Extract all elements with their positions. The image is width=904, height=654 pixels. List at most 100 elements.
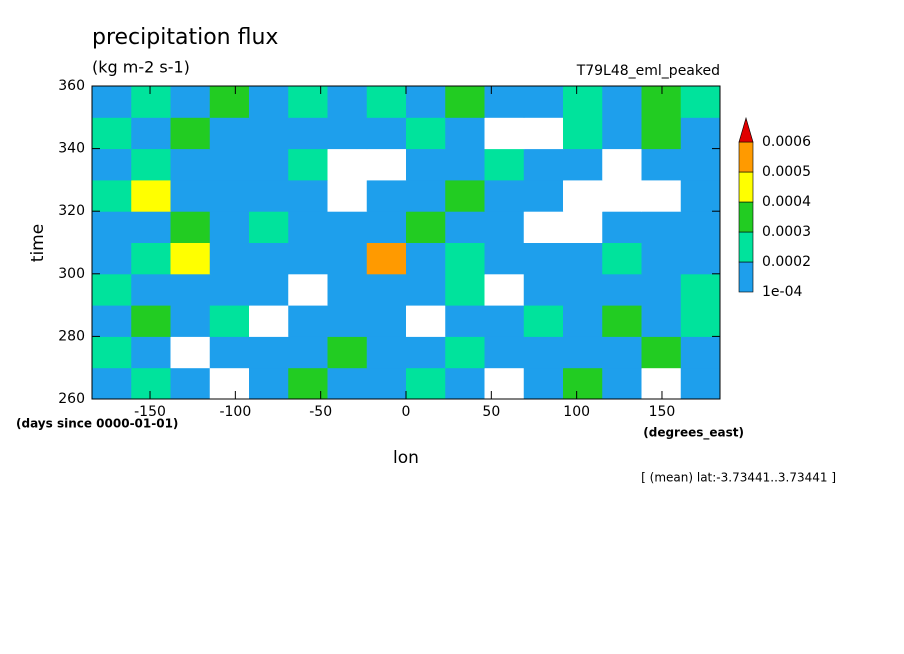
- field-cell: [327, 86, 368, 118]
- chart-subtitle: (kg m-2 s-1): [92, 58, 190, 77]
- field-cell: [131, 211, 171, 243]
- x-axis-label: lon: [393, 448, 419, 468]
- field-cell: [366, 305, 407, 337]
- field-cell: [131, 148, 171, 181]
- field-cell: [170, 148, 211, 181]
- x-tick-label: 150: [649, 404, 676, 420]
- field-cell: [680, 273, 721, 306]
- field-cell: [406, 211, 446, 243]
- field-cell: [563, 367, 603, 400]
- field-cell: [680, 148, 721, 181]
- field-cell: [641, 179, 682, 212]
- field-cell: [641, 367, 682, 400]
- field-cell: [249, 179, 289, 212]
- field-cell: [563, 305, 603, 337]
- field-cell: [484, 273, 525, 306]
- field-cell: [327, 242, 368, 275]
- x-tick-label: 100: [563, 404, 590, 420]
- field-cell: [131, 336, 171, 369]
- field-cell: [209, 86, 250, 118]
- field-cell: [484, 86, 525, 118]
- field-cell: [641, 305, 682, 337]
- field-cell: [366, 86, 407, 118]
- field-cell: [602, 336, 642, 369]
- field-cell: [92, 179, 132, 212]
- field-cell: [523, 336, 564, 369]
- field-cell: [563, 242, 603, 275]
- field-cell: [327, 305, 368, 337]
- field-cell: [484, 305, 525, 337]
- field-cell: [327, 211, 368, 243]
- field-cell: [680, 336, 721, 369]
- field-cell: [406, 367, 446, 400]
- field-cell: [170, 273, 211, 306]
- field-cell: [680, 367, 721, 400]
- field-cell: [92, 86, 132, 118]
- field-cell: [563, 148, 603, 181]
- colorbar-label: 0.0005: [762, 164, 811, 180]
- field-cell: [366, 242, 407, 275]
- field-cell: [523, 242, 564, 275]
- field-cell: [680, 86, 721, 118]
- field-cell: [523, 117, 564, 150]
- field-cell: [249, 367, 289, 400]
- field-cell: [641, 117, 682, 150]
- colorbar-label: 0.0006: [762, 134, 811, 150]
- field-cell: [563, 336, 603, 369]
- field-cell: [523, 86, 564, 118]
- field-cell: [445, 242, 485, 275]
- field-cell: [92, 305, 132, 337]
- field-cell: [288, 86, 328, 118]
- colorbar-label: 0.0004: [762, 194, 811, 210]
- field-cell: [445, 117, 485, 150]
- field-cell: [170, 305, 211, 337]
- field-cell: [209, 179, 250, 212]
- field-cell: [288, 179, 328, 212]
- field-cell: [523, 211, 564, 243]
- field-cell: [249, 336, 289, 369]
- field-cell: [288, 117, 328, 150]
- field-cell: [366, 211, 407, 243]
- field-cell: [484, 148, 525, 181]
- field-cell: [406, 336, 446, 369]
- field-cell: [92, 336, 132, 369]
- chart-title: precipitation flux: [92, 25, 278, 50]
- x-tick-label: 0: [402, 404, 411, 420]
- x-axis-units: (degrees_east): [643, 426, 744, 441]
- field-cell: [92, 117, 132, 150]
- field-cell: [170, 86, 211, 118]
- field-cell: [445, 211, 485, 243]
- field-cell: [288, 273, 328, 306]
- field-cell: [523, 305, 564, 337]
- colorbar-label: 0.0003: [762, 224, 811, 240]
- field-cell: [445, 305, 485, 337]
- field-cell: [366, 148, 407, 181]
- field-cell: [406, 117, 446, 150]
- field-cell: [249, 148, 289, 181]
- field-cell: [563, 117, 603, 150]
- field-cell: [249, 117, 289, 150]
- colorbar-box: [738, 171, 754, 203]
- colorbar-box: [738, 261, 754, 293]
- field-cell: [92, 148, 132, 181]
- field-cell: [366, 117, 407, 150]
- field-cell: [602, 179, 642, 212]
- field-cell: [406, 86, 446, 118]
- field-cell: [366, 367, 407, 400]
- field-cell: [641, 336, 682, 369]
- field-cell: [209, 148, 250, 181]
- field-cell: [484, 336, 525, 369]
- field-cell: [249, 273, 289, 306]
- field-cell: [170, 211, 211, 243]
- annotation: [ (mean) lat:-3.73441..3.73441 ]: [641, 471, 836, 485]
- field-cell: [602, 86, 642, 118]
- field-cell: [680, 211, 721, 243]
- x-tick-label: -100: [219, 404, 251, 420]
- field-cell: [170, 179, 211, 212]
- field-cell: [523, 273, 564, 306]
- field-cell: [484, 242, 525, 275]
- field-cell: [288, 242, 328, 275]
- field-cell: [327, 367, 368, 400]
- colorbar-label: 1e-04: [762, 284, 802, 300]
- field-cell: [602, 305, 642, 337]
